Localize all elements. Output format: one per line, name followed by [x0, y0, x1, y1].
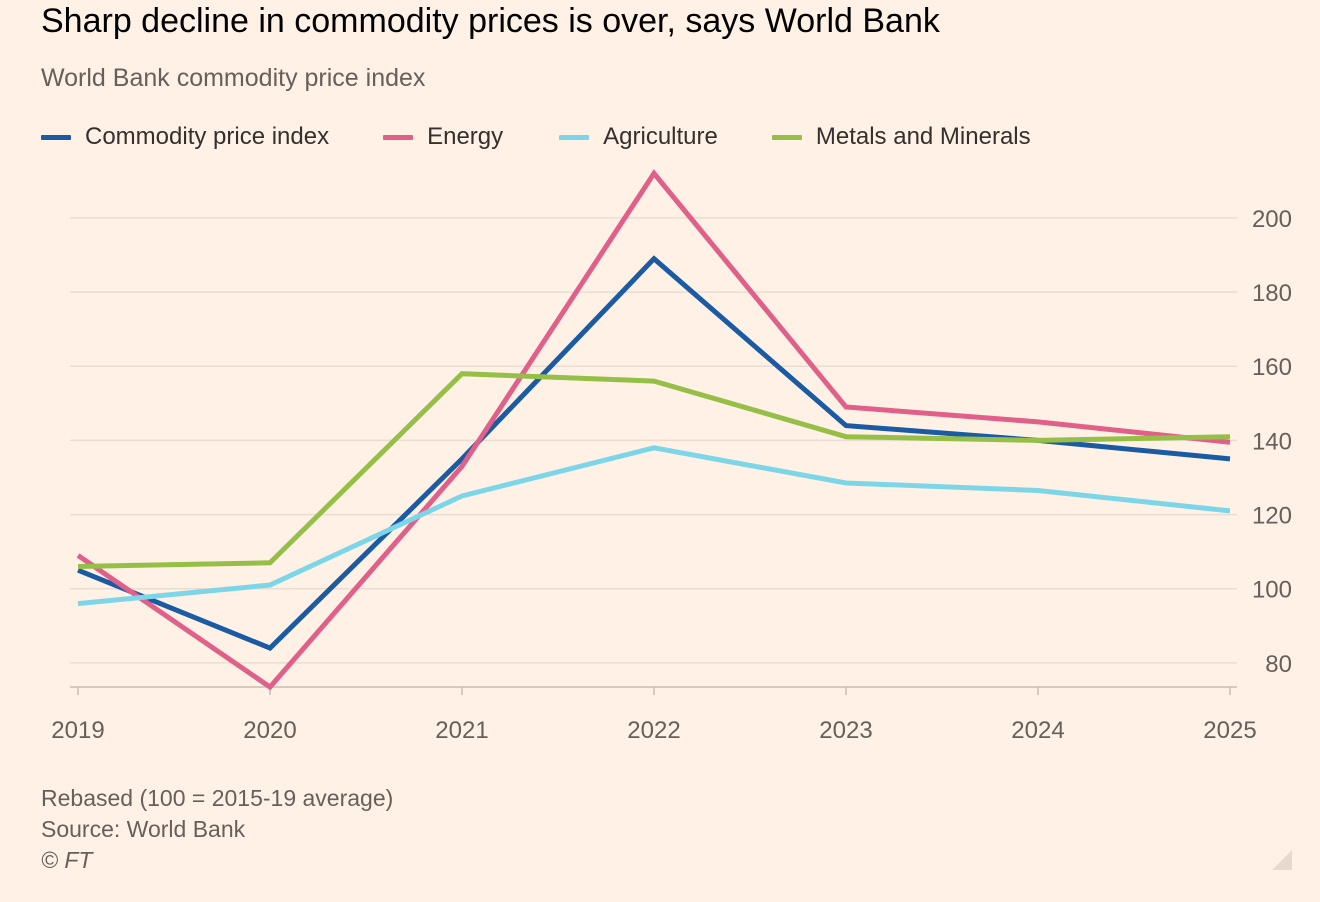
x-tick-label: 2022 [627, 717, 680, 744]
legend-swatch-agriculture [559, 134, 590, 140]
legend-item-energy: Energy [383, 123, 503, 151]
legend-label-agriculture: Agriculture [603, 123, 718, 150]
x-tick-label: 2019 [51, 717, 104, 744]
legend-swatch-metals-and-minerals [771, 134, 802, 140]
chart-subtitle: World Bank commodity price index [41, 64, 426, 92]
x-tick-label: 2021 [435, 717, 488, 744]
legend: Commodity price index Energy Agriculture… [41, 120, 1031, 154]
series-line-agriculture [77, 445, 1231, 607]
chart-title: Sharp decline in commodity prices is ove… [41, 2, 940, 40]
legend-item-metals-and-minerals: Metals and Minerals [771, 123, 1031, 151]
y-axis-tick-labels: 80 100 120 140 160 180 200 [1252, 206, 1292, 678]
footnote-source: Source: World Bank [41, 816, 246, 842]
y-tick-label: 140 [1252, 428, 1292, 455]
legend-label-metals-and-minerals: Metals and Minerals [815, 123, 1031, 150]
legend-label-energy: Energy [427, 123, 504, 150]
line-chart: 80 100 120 140 160 180 200 2019 2020 2021 2022 202… [51, 169, 1292, 744]
series-line-commodity-price-index [77, 255, 1231, 652]
x-tick-label: 2023 [819, 717, 872, 744]
legend-swatch-commodity-price-index [41, 134, 71, 140]
y-tick-label: 120 [1252, 503, 1292, 530]
legend-item-agriculture: Agriculture [559, 123, 718, 151]
x-tick-label: 2020 [243, 717, 296, 744]
footnote-credit: © FT [41, 847, 93, 873]
y-tick-label: 180 [1252, 280, 1292, 307]
legend-item-commodity-price-index: Commodity price index [41, 123, 329, 151]
y-tick-label: 200 [1252, 206, 1292, 233]
resize-corner-icon [1272, 850, 1292, 870]
series-line-metals-and-minerals [77, 371, 1231, 569]
series-line-energy [76, 169, 1231, 691]
series-lines [76, 169, 1231, 691]
y-tick-label: 100 [1252, 577, 1292, 604]
legend-swatch-energy [383, 134, 414, 140]
y-tick-label: 80 [1265, 651, 1292, 678]
legend-label-commodity-price-index: Commodity price index [85, 123, 330, 150]
footnote-rebased: Rebased (100 = 2015-19 average) [41, 785, 394, 811]
x-tick-label: 2025 [1203, 717, 1256, 744]
x-axis: 2019 2020 2021 2022 2023 2024 2025 [51, 686, 1257, 744]
y-tick-label: 160 [1252, 354, 1292, 381]
x-tick-label: 2024 [1011, 717, 1064, 744]
